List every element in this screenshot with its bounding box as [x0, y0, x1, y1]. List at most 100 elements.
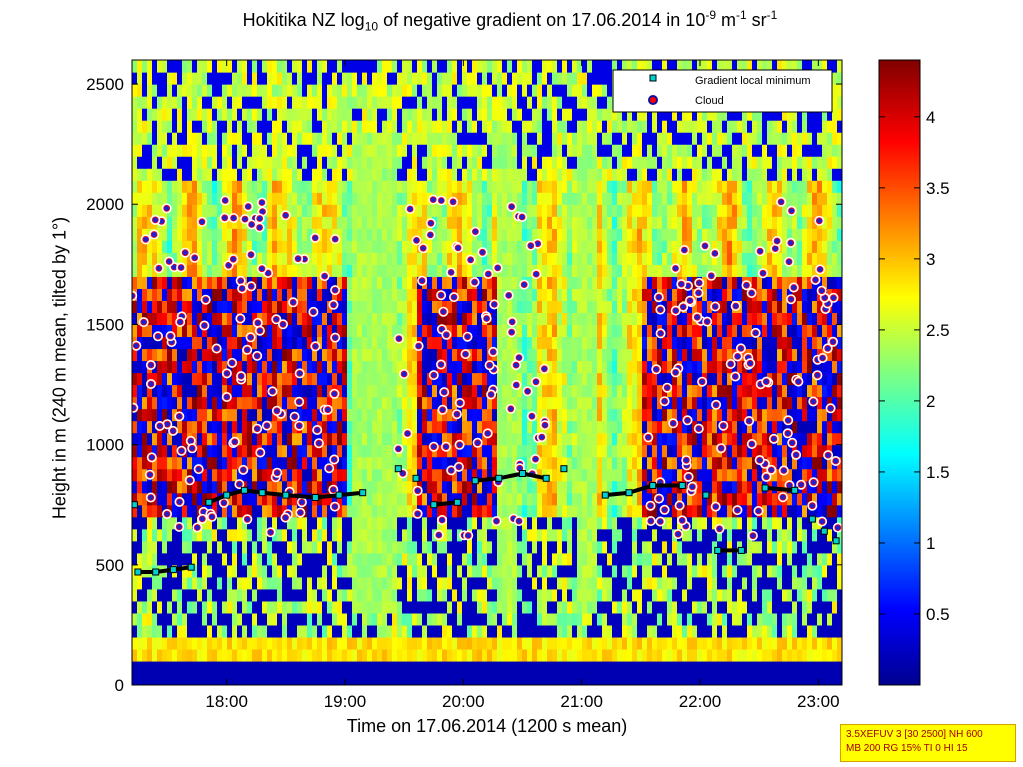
- heatmap-cell: [332, 552, 338, 566]
- heatmap-cell: [342, 612, 348, 626]
- heatmap-cell: [327, 564, 333, 578]
- heatmap-cell: [447, 420, 453, 434]
- heatmap-cell: [152, 624, 158, 638]
- heatmap-cell: [292, 480, 298, 494]
- heatmap-cell: [362, 444, 368, 458]
- heatmap-cell: [157, 300, 163, 313]
- heatmap-cell: [567, 384, 573, 398]
- heatmap-cell: [467, 60, 473, 73]
- heatmap-cell: [282, 444, 288, 458]
- heatmap-cell: [272, 660, 278, 674]
- heatmap-cell: [422, 528, 428, 542]
- heatmap-cell: [427, 252, 433, 265]
- heatmap-cell: [412, 60, 418, 73]
- heatmap-cell: [247, 636, 253, 650]
- heatmap-cell: [372, 636, 378, 650]
- heatmap-cell: [467, 636, 473, 650]
- heatmap-cell: [502, 132, 508, 145]
- heatmap-cell: [412, 444, 418, 458]
- heatmap-cell: [252, 528, 258, 542]
- heatmap-cell: [577, 348, 583, 362]
- heatmap-cell: [407, 372, 413, 386]
- heatmap-cell: [507, 180, 513, 193]
- heatmap-cell: [562, 624, 568, 638]
- heatmap-cell: [312, 552, 318, 566]
- heatmap-cell: [197, 300, 203, 313]
- heatmap-cell: [462, 192, 468, 205]
- heatmap-cell: [492, 408, 498, 422]
- heatmap-cell: [212, 360, 218, 374]
- heatmap-cell: [587, 360, 593, 374]
- heatmap-cell: [517, 600, 523, 614]
- heatmap-cell: [357, 288, 363, 301]
- heatmap-cell: [412, 456, 418, 470]
- heatmap-cell: [202, 540, 208, 554]
- heatmap-cell: [392, 384, 398, 398]
- heatmap-cell: [237, 504, 243, 518]
- heatmap-cell: [547, 516, 553, 530]
- heatmap-cell: [602, 600, 608, 614]
- heatmap-cell: [187, 300, 193, 313]
- heatmap-cell: [382, 648, 388, 662]
- heatmap-cell: [337, 204, 343, 217]
- heatmap-cell: [352, 156, 358, 169]
- heatmap-cell: [572, 576, 578, 590]
- heatmap-cell: [492, 144, 498, 157]
- heatmap-cell: [482, 300, 488, 313]
- heatmap-cell: [392, 588, 398, 602]
- heatmap-cell: [262, 108, 268, 121]
- heatmap-cell: [177, 456, 183, 470]
- heatmap-cell: [567, 216, 573, 229]
- heatmap-cell: [477, 336, 483, 350]
- heatmap-cell: [532, 288, 538, 301]
- heatmap-cell: [202, 300, 208, 313]
- heatmap-cell: [277, 552, 283, 566]
- heatmap-cell: [577, 360, 583, 374]
- heatmap-cell: [532, 552, 538, 566]
- heatmap-cell: [212, 264, 218, 277]
- heatmap-cell: [392, 276, 398, 289]
- heatmap-cell: [547, 156, 553, 169]
- heatmap-cell: [307, 120, 313, 133]
- heatmap-cell: [572, 540, 578, 554]
- heatmap-cell: [402, 624, 408, 638]
- heatmap-cell: [302, 144, 308, 157]
- heatmap-cell: [447, 564, 453, 578]
- heatmap-cell: [597, 636, 603, 650]
- heatmap-cell: [577, 168, 583, 181]
- heatmap-cell: [512, 120, 518, 133]
- heatmap-cell: [577, 144, 583, 157]
- heatmap-cell: [552, 180, 558, 193]
- heatmap-cell: [587, 228, 593, 241]
- heatmap-cell: [222, 96, 228, 109]
- heatmap-cell: [602, 192, 608, 205]
- heatmap-cell: [592, 60, 598, 73]
- heatmap-cell: [167, 228, 173, 241]
- heatmap-cell: [252, 252, 258, 265]
- heatmap-cell: [422, 96, 428, 109]
- heatmap-cell: [437, 144, 443, 157]
- heatmap-cell: [272, 636, 278, 650]
- heatmap-cell: [157, 636, 163, 650]
- heatmap-cell: [492, 456, 498, 470]
- heatmap-cell: [367, 480, 373, 494]
- heatmap-cell: [237, 456, 243, 470]
- heatmap-cell: [442, 60, 448, 73]
- heatmap-cell: [377, 324, 383, 338]
- heatmap-cell: [197, 492, 203, 506]
- heatmap-cell: [197, 660, 203, 674]
- heatmap-cell: [227, 456, 233, 470]
- heatmap-cell: [367, 72, 373, 85]
- heatmap-cell: [527, 540, 533, 554]
- heatmap-cell: [172, 228, 178, 241]
- heatmap-cell: [167, 264, 173, 277]
- heatmap-cell: [187, 456, 193, 470]
- heatmap-cell: [142, 492, 148, 506]
- heatmap-cell: [202, 552, 208, 566]
- heatmap-cell: [327, 240, 333, 253]
- heatmap-cell: [497, 72, 503, 85]
- heatmap-cell: [157, 396, 163, 410]
- heatmap-cell: [482, 144, 488, 157]
- heatmap-cell: [372, 96, 378, 109]
- heatmap-cell: [457, 216, 463, 229]
